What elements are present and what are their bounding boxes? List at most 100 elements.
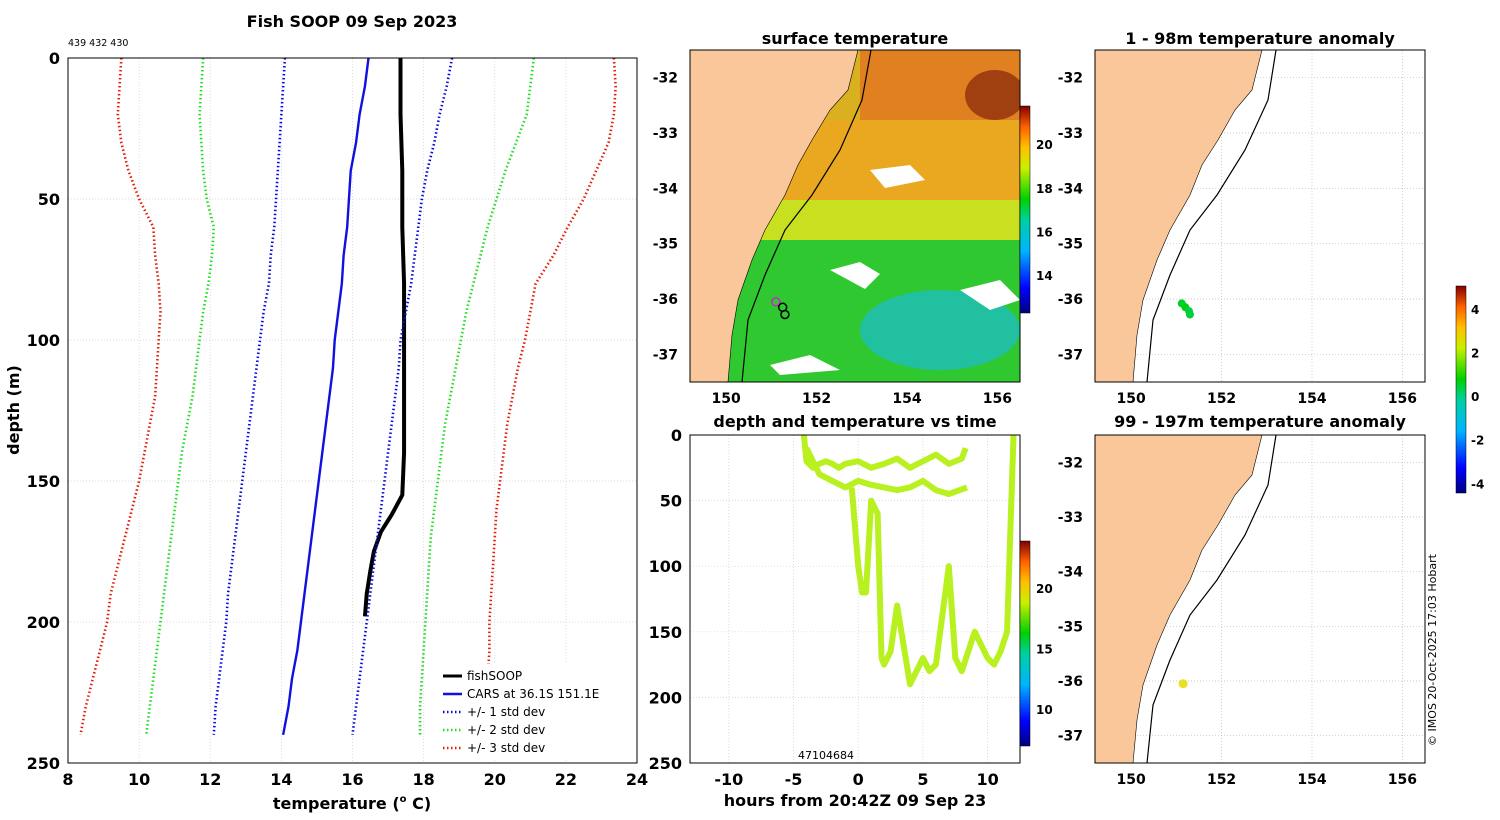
x-tick-label: -5 [785,770,803,789]
colorbar-tick-label: 18 [1036,182,1053,196]
x-tick-label: 14 [270,770,292,789]
series-fishsoop [362,58,407,617]
timeseries-track [848,434,1017,688]
y-tick-label: 100 [649,557,682,576]
anom1-points [1177,299,1194,319]
x-tick-label: 20 [484,770,506,789]
sst-hot-patch [965,70,1020,120]
sst-cool-eddy [860,290,1020,370]
x-tick-label: 150 [1117,391,1146,407]
sst-title: surface temperature [762,29,949,48]
sst-ticks: 150 152 154 156 -32 -33 -34 -35 -36 -37 [653,71,1012,407]
anomaly-colorbar-bar [1455,285,1467,494]
series--3-std-dev-low- [79,57,162,736]
y-tick-label: 50 [660,492,682,511]
sst-land [690,50,859,382]
y-tick-label: -36 [653,292,678,308]
y-tick-label: -37 [653,347,678,363]
x-tick-label: 18 [412,770,434,789]
y-tick-label: -34 [1058,565,1084,581]
y-tick-label: 250 [27,754,60,773]
y-tick-label: -35 [1058,237,1083,253]
anom2-map [1095,435,1425,763]
timeseries-xlabel: hours from 20:42Z 09 Sep 23 [724,791,986,810]
x-tick-label: 10 [128,770,150,789]
x-tick-label: 154 [1297,772,1326,788]
colorbar-tick-label: 10 [1036,703,1053,717]
profile-series [79,57,617,736]
y-tick-label: 200 [27,613,60,632]
anom2-land [1095,435,1263,763]
colorbar-tick-label: 2 [1471,347,1479,361]
timeseries-colorbar [1019,540,1031,747]
x-tick-label: 156 [1388,772,1417,788]
anom1-ticks: 150 152 154 156 -32 -33 -34 -35 -36 -37 [1058,71,1417,407]
anom2-frame [1094,434,1426,764]
legend-box [438,664,628,758]
series--2-std-dev-high- [418,57,536,735]
timeseries-tracks [800,434,1017,688]
anom2-points [1178,679,1188,689]
colorbar-tick-label: 20 [1036,582,1053,596]
legend-label: +/- 3 std dev [467,741,545,755]
x-tick-label: 0 [853,770,864,789]
colorbar-tick-label: 20 [1036,138,1053,152]
x-tick-label: 10 [977,770,999,789]
anom2-panel: 99 - 197m temperature anomaly 150 152 154 1… [1058,412,1426,788]
y-tick-label: 200 [649,688,682,707]
sst-colorbar [1019,105,1031,314]
x-tick-label: 24 [626,770,648,789]
anomaly-colorbar-ticks: -4 -2 0 2 4 [1471,303,1484,491]
colorbar-tick-label: 15 [1036,643,1053,657]
x-tick-label: 22 [555,770,577,789]
timeseries-track [803,446,968,498]
y-tick-label: 250 [649,754,682,773]
legend-label: +/- 1 std dev [467,705,545,719]
x-tick-label: 152 [802,391,831,407]
anom1-frame [1094,49,1426,383]
timeseries-track [800,434,969,471]
x-tick-label: 156 [983,391,1012,407]
anom1-isobath [1146,50,1277,382]
timeseries-id-label-2: 4684 [826,749,854,762]
profile-panel: Fish SOOP 09 Sep 2023 439 432 430 8 10 12 1… [4,12,648,813]
legend-label: +/- 2 std dev [467,723,545,737]
colorbar-tick-label: 4 [1471,303,1479,317]
series--1-std-dev-low- [212,57,287,735]
anom2-title: 99 - 197m temperature anomaly [1114,412,1406,431]
x-tick-label: -10 [714,770,743,789]
colorbar-tick-label: 16 [1036,225,1053,239]
sst-isobath [741,50,872,382]
y-tick-label: -33 [1058,126,1083,142]
xlabel-end: C) [407,794,432,813]
y-tick-label: -34 [1058,181,1084,197]
profile-axes-frame [67,57,638,764]
colorbar-tick-label: 0 [1471,390,1479,404]
legend-label: fishSOOP [467,669,522,683]
y-tick-label: -32 [653,71,678,87]
timeseries-title: depth and temperature vs time [713,412,996,431]
anom1-title: 1 - 98m temperature anomaly [1125,29,1395,48]
x-tick-label: 12 [199,770,221,789]
profile-ylabel: depth (m) [4,365,23,455]
y-tick-label: 0 [49,49,60,68]
series--2-std-dev-low- [144,57,216,735]
x-tick-label: 154 [892,391,921,407]
anom2-ticks: 150 152 154 156 -32 -33 -34 -35 -36 -37 [1058,455,1417,788]
anom1-land [1095,50,1263,382]
y-tick-label: 0 [671,426,682,445]
y-tick-label: -36 [1058,674,1083,690]
y-tick-label: 100 [27,331,60,350]
x-tick-label: 150 [1117,772,1146,788]
sst-panel: surface temperature 150 152 154 156 -32 -33 -3… [653,29,1053,407]
anom1-panel: 1 - 98m temperature anomaly 150 152 154 156… [1058,29,1426,407]
y-tick-label: 50 [38,190,60,209]
sst-track-marker [771,297,781,307]
y-tick-label: -32 [1058,455,1083,471]
anomaly-point [1178,679,1188,689]
sst-markers [771,297,790,320]
anom1-map [1095,50,1425,382]
timeseries-id-label: 4710 [798,749,826,762]
